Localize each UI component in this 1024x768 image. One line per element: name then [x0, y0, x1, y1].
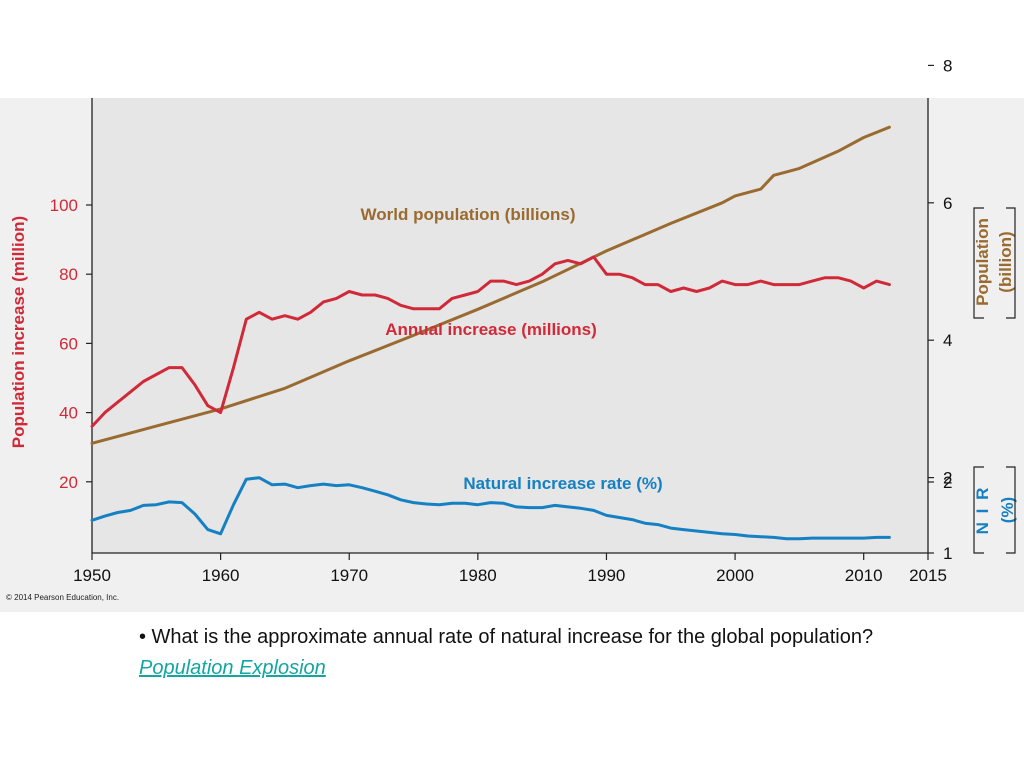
left-tick-label: 40 — [59, 404, 78, 423]
nir-axis-bracket — [973, 466, 1016, 554]
plot-area — [92, 98, 928, 553]
series-label-annual-increase: Annual increase (millions) — [385, 320, 597, 339]
population-tick-label: 6 — [943, 194, 952, 213]
population-axis-title-line1: Population — [973, 218, 992, 306]
left-tick-label: 20 — [59, 473, 78, 492]
population-tick-label: 4 — [943, 331, 952, 350]
population-axis-bracket — [973, 207, 1016, 319]
world-population-line — [90, 125, 891, 445]
nir-tick-label: 1 — [943, 544, 952, 563]
left-tick-label: 100 — [50, 196, 78, 215]
question-text-block: • What is the approximate annual rate of… — [139, 622, 899, 684]
series-label-natural-increase-rate: Natural increase rate (%) — [463, 474, 662, 493]
x-tick-label: 1950 — [73, 566, 111, 585]
nir-axis-ticks: 12 — [928, 473, 952, 563]
x-tick-label: 2015 — [909, 566, 947, 585]
x-tick-label: 1960 — [202, 566, 240, 585]
natural-increase-rate-line — [90, 476, 891, 541]
x-tick-label: 1990 — [588, 566, 626, 585]
chart-svg: 1950 1960 1970 1980 1990 2000 2010 2015 20 40 60 8… — [0, 56, 1024, 612]
series-lines — [90, 125, 891, 541]
population-explosion-link[interactable]: Population Explosion — [139, 657, 326, 679]
left-tick-label: 80 — [59, 265, 78, 284]
x-tick-label: 1980 — [459, 566, 497, 585]
left-axis-ticks: 20 40 60 80 100 — [50, 196, 92, 492]
question-text: • What is the approximate annual rate of… — [139, 626, 874, 648]
population-tick-label: 2 — [943, 469, 952, 488]
x-tick-label: 2010 — [845, 566, 883, 585]
population-axis-title-line2: (billion) — [996, 231, 1015, 292]
x-tick-label: 2000 — [716, 566, 754, 585]
left-tick-label: 60 — [59, 334, 78, 353]
copyright-text: © 2014 Pearson Education, Inc. — [6, 593, 119, 602]
nir-tick-label: 2 — [943, 473, 952, 492]
population-tick-label: 8 — [943, 56, 952, 75]
x-tick-label: 1970 — [330, 566, 368, 585]
annual-increase-line — [90, 255, 891, 428]
nir-axis-title-line2: (%) — [998, 497, 1017, 523]
x-axis-ticks: 1950 1960 1970 1980 1990 2000 2010 2015 — [73, 553, 947, 585]
left-axis-title: Population increase (million) — [9, 216, 28, 448]
series-label-world-population: World population (billions) — [361, 205, 576, 224]
population-axis-ticks: 2 4 6 8 — [928, 56, 952, 488]
chart: 1950 1960 1970 1980 1990 2000 2010 2015 20 40 60 8… — [0, 56, 1024, 612]
nir-axis-title-line1: N I R — [973, 486, 992, 535]
